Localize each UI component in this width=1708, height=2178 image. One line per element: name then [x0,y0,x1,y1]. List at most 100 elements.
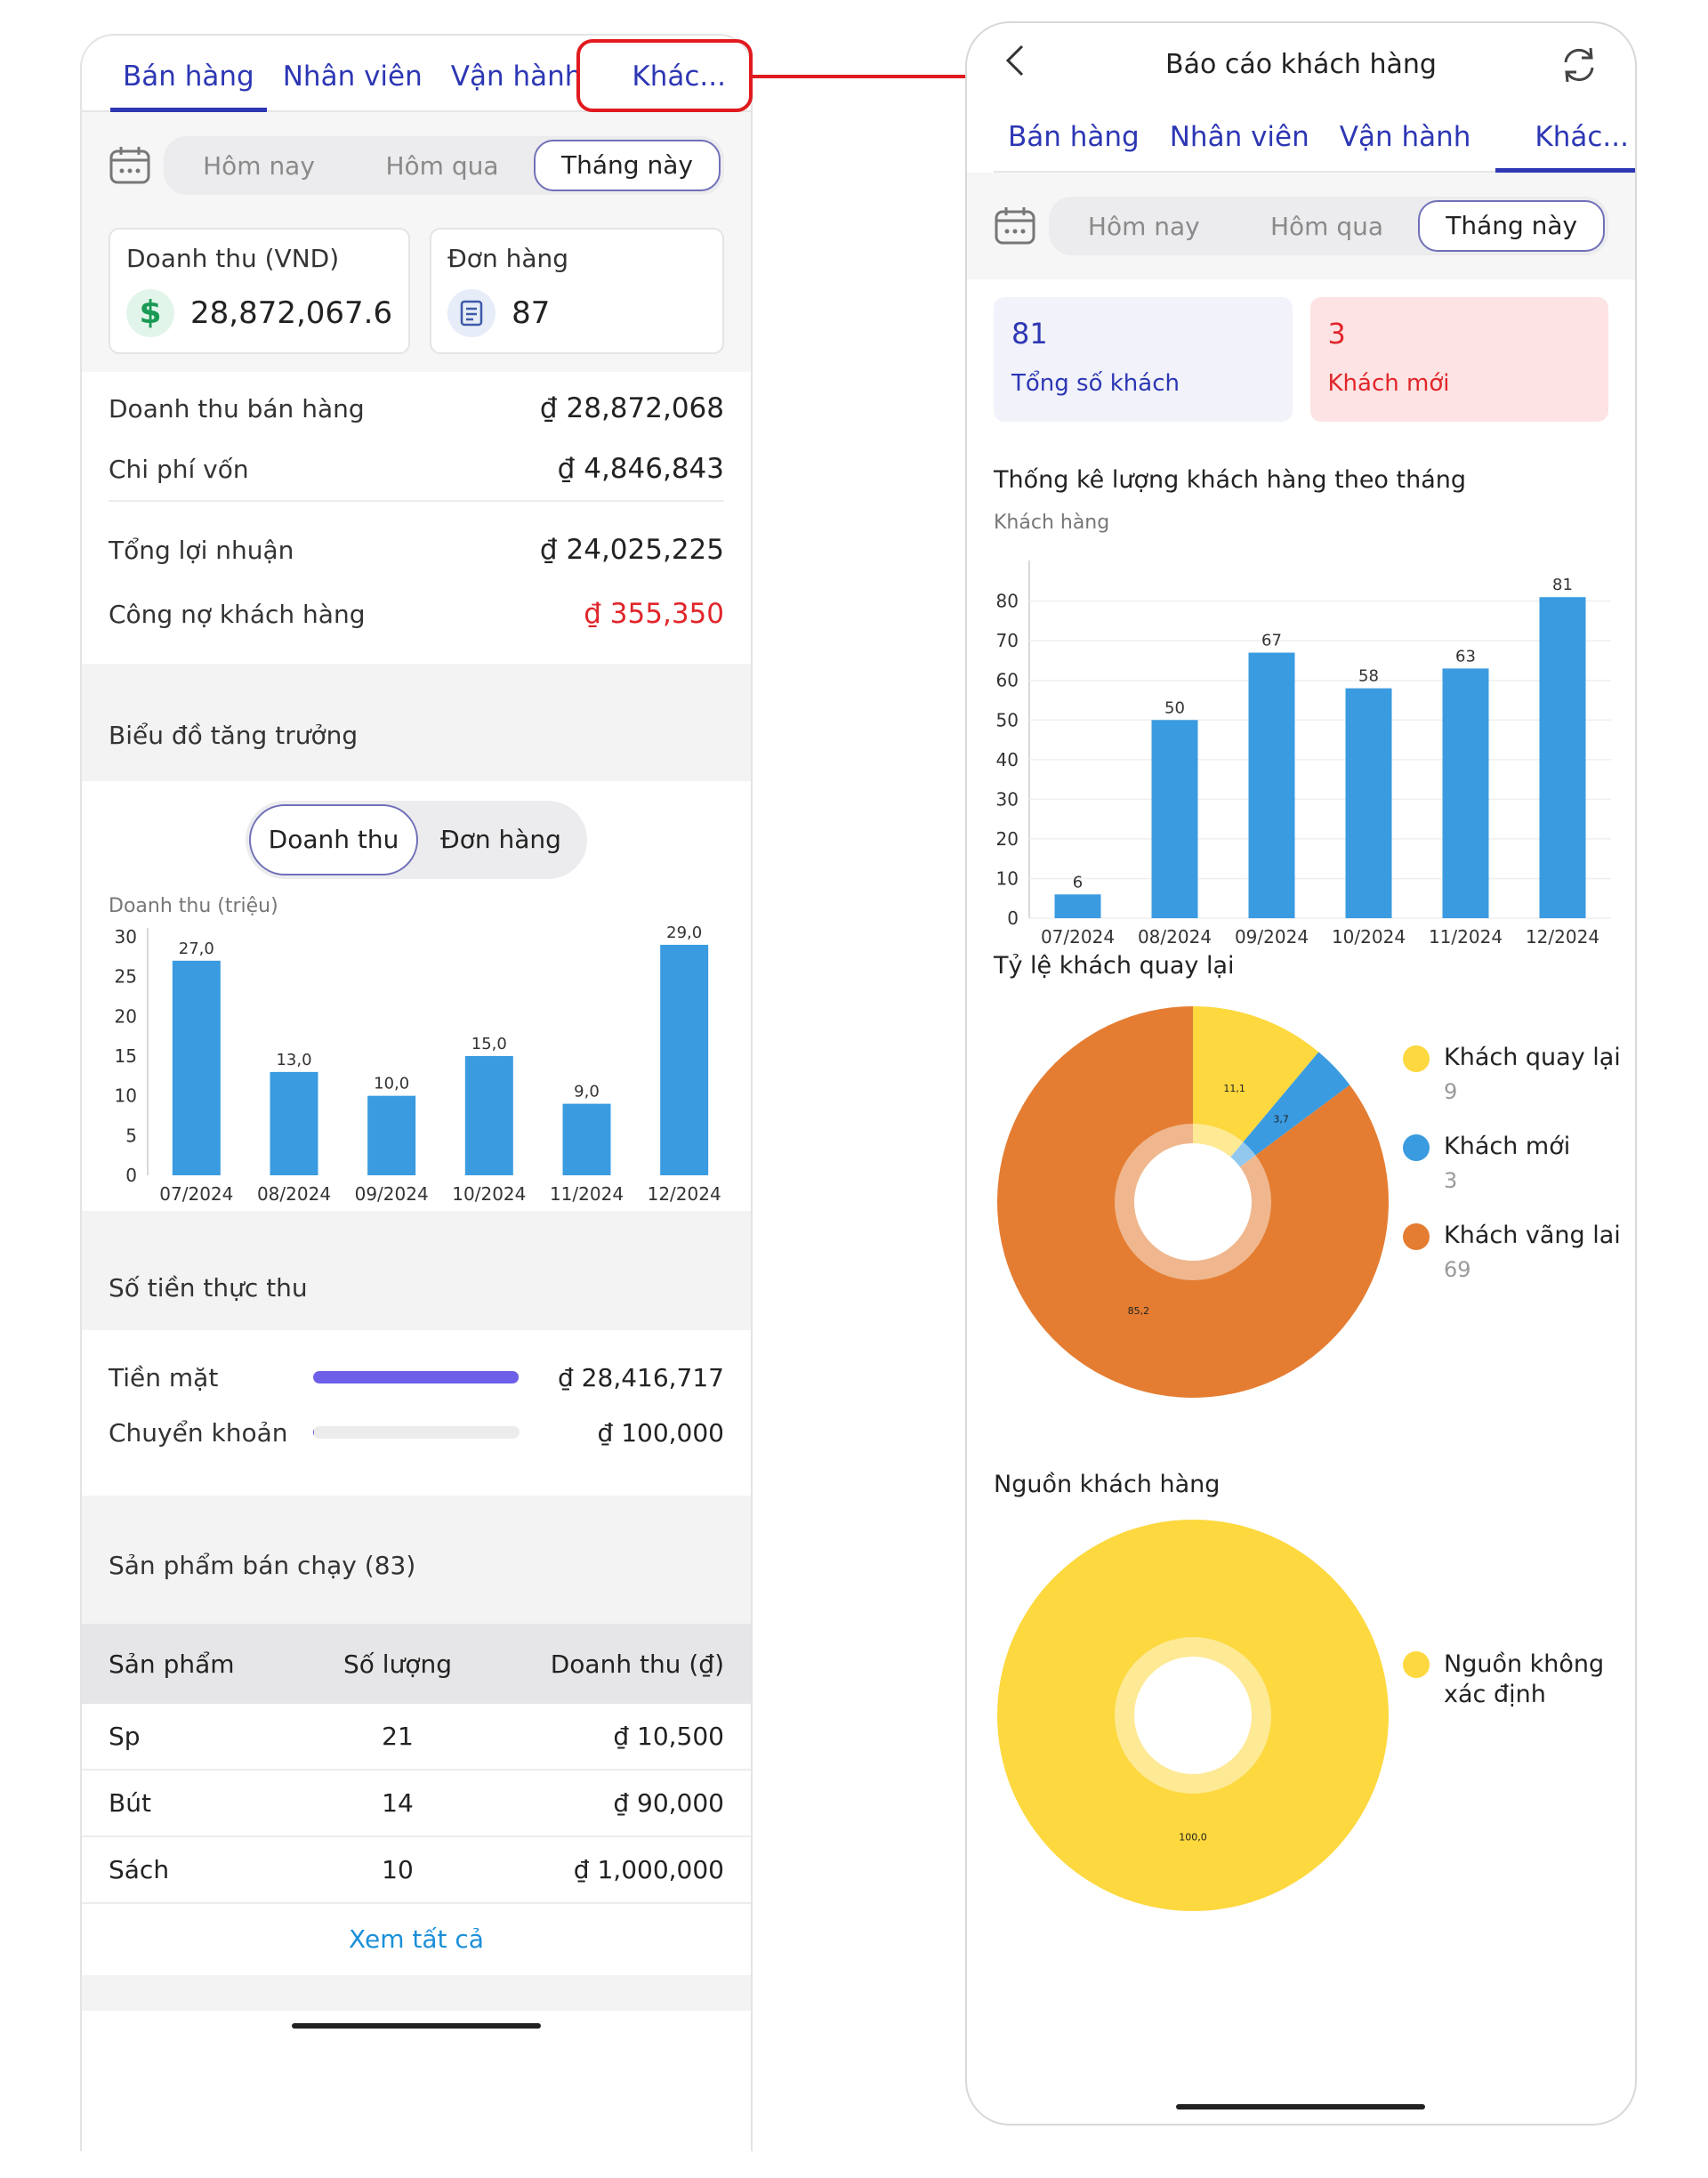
growth-section-header: Biểu đồ tăng trưởng [82,664,751,781]
bar [1151,720,1198,918]
tab-khac[interactable]: Khác... [1495,121,1635,173]
date-option-this-month[interactable]: Tháng này [534,140,721,191]
date-option-today[interactable]: Hôm nay [1087,211,1200,241]
total-customers-label: Tổng số khách [1011,370,1180,397]
y-tick-label: 80 [996,591,1019,612]
cash-row-transfer: Chuyển khoản ₫ 100,000 [109,1405,724,1460]
tab-ban-hang[interactable]: Bán hàng [110,60,267,112]
kpi-cards: Doanh thu (VND) $ 28,872,067.6 Đơn hàng … [82,219,751,372]
revenue-card-label: Doanh thu (VND) [126,244,340,273]
table-header-revenue: Doanh thu (₫) [550,1649,724,1679]
refresh-icon[interactable] [1559,44,1599,85]
y-tick-label: 40 [996,749,1019,770]
date-option-yesterday[interactable]: Hôm qua [385,150,499,181]
tab-khac[interactable]: Khác... [632,60,726,93]
slice-value-label: 85,2 [1128,1305,1150,1317]
cash-progress-fill [313,1371,520,1383]
summary-row-profit: Tổng lợi nhuận ₫ 24,025,225 [109,502,724,587]
bar-value-label: 27,0 [179,940,214,958]
calendar-icon[interactable] [994,206,1036,246]
summary-value: ₫ 4,846,843 [557,453,724,485]
total-customers-card[interactable]: 81 Tổng số khách [994,297,1293,422]
chevron-left-icon[interactable] [999,43,1029,78]
summary-label: Tổng lợi nhuận [109,535,294,565]
x-tick-label: 08/2024 [1138,926,1212,948]
tab-ban-hang[interactable]: Bán hàng [1008,121,1140,153]
table-header-qty: Số lượng [343,1649,452,1679]
slice-value-label: 11,1 [1223,1083,1245,1094]
revenue-card[interactable]: Doanh thu (VND) $ 28,872,067.6 [109,228,411,354]
new-customers-value: 3 [1327,317,1346,351]
calendar-icon[interactable] [109,146,151,185]
y-tick-label: 0 [125,1165,137,1186]
tab-nhan-vien[interactable]: Nhân viên [282,60,423,93]
transfer-progress [313,1426,520,1439]
table-row[interactable]: Sp 21 ₫ 10,500 [82,1704,751,1771]
toggle-revenue[interactable]: Doanh thu [249,804,418,875]
page-title: Báo cáo khách hàng [1165,48,1437,80]
bar-value-label: 63 [1455,647,1476,666]
y-tick-label: 10 [996,867,1019,889]
bar-value-label: 13,0 [276,1051,311,1069]
revenue-bar-chart: 0 5 10 15 20 25 30 27,0 07/2024 13,0 08/2024 10,0 09… [115,924,721,1205]
source-legend: Nguồn không xác định [1403,1650,1607,1710]
return-rate-section: 11,1 3,7 85,2 Khách quay lại 9 Khách mới 3… [967,980,1635,1433]
bar-value-label: 81 [1552,576,1573,594]
cash-progress [313,1371,520,1383]
x-tick-label: 12/2024 [1526,926,1599,948]
y-tick-label: 25 [115,966,137,988]
growth-title: Biểu đồ tăng trưởng [109,721,359,750]
growth-toggle: Doanh thu Đơn hàng [82,801,751,879]
table-cell-product: Sp [109,1722,141,1751]
summary-list: Doanh thu bán hàng ₫ 28,872,068 Chi phí … [82,372,751,641]
sales-report-screen: Bán hàng Nhân viên Vận hành Khác... Hôm … [80,34,753,2151]
bar [1345,688,1392,918]
legend-label: Nguồn không xác định [1444,1650,1605,1708]
dollar-icon: $ [126,289,174,337]
date-range-selector: Hôm nay Hôm qua Tháng này [1049,197,1608,255]
tab-van-hanh[interactable]: Vận hành [450,60,583,93]
best-seller-header: Sản phẩm bán chạy (83) [82,1496,751,1624]
bar [1442,668,1489,918]
summary-value: ₫ 28,872,068 [539,392,724,424]
summary-row-revenue: Doanh thu bán hàng ₫ 28,872,068 [109,372,724,438]
customer-bar-chart: 0 10 20 30 40 50 60 70 80 6 07/2024 50 08/2024 67 09/2… [996,561,1611,948]
date-option-yesterday[interactable]: Hôm qua [1269,211,1384,241]
legend-count: 9 [1444,1079,1458,1104]
bar [660,944,709,1175]
view-all-link[interactable]: Xem tất cả [349,1924,484,1954]
orders-card[interactable]: Đơn hàng 87 [430,228,724,354]
bar-value-label: 58 [1358,667,1379,686]
cash-title: Số tiền thực thu [109,1273,308,1303]
y-tick-label: 20 [996,828,1019,850]
table-row[interactable]: Sách 10 ₫ 1,000,000 [82,1837,751,1904]
slice-value-label: 100,0 [1179,1831,1207,1843]
new-customers-label: Khách mới [1327,370,1450,397]
new-customers-card[interactable]: 3 Khách mới [1309,297,1608,422]
cash-list: Tiền mặt ₫ 28,416,717 Chuyển khoản ₫ 100… [82,1330,751,1496]
summary-label: Chi phí vốn [109,454,249,484]
table-row[interactable]: Bút 14 ₫ 90,000 [82,1771,751,1837]
legend-label: Khách quay lại [1444,1044,1621,1071]
toggle-orders[interactable]: Đơn hàng [440,825,561,854]
customer-kpi-cards: 81 Tổng số khách 3 Khách mới [967,279,1635,422]
date-range-selector: Hôm nay Hôm qua Tháng này [164,136,724,195]
table-cell-revenue: ₫ 10,500 [613,1722,724,1751]
y-tick-label: 60 [996,670,1019,691]
table-cell-qty: 10 [382,1855,414,1884]
bar-value-label: 10,0 [374,1075,409,1093]
tab-van-hanh[interactable]: Vận hành [1339,121,1471,153]
customer-report-screen: Báo cáo khách hàng Bán hàng Nhân viên Vậ… [965,21,1637,2126]
table-header-product: Sản phẩm [109,1649,235,1679]
legend-item-new: Khách mới 3 [1403,1133,1621,1193]
table-cell-revenue: ₫ 90,000 [613,1788,724,1818]
tab-nhan-vien[interactable]: Nhân viên [1169,121,1309,153]
table-cell-qty: 21 [382,1722,414,1751]
date-option-this-month[interactable]: Tháng này [1418,200,1606,252]
y-tick-label: 5 [125,1125,137,1146]
donut-hole [1134,1657,1252,1774]
summary-value-debt: ₫ 355,350 [584,598,724,630]
date-option-today[interactable]: Hôm nay [203,150,315,181]
bar [367,1095,416,1175]
date-filter: Hôm nay Hôm qua Tháng này [967,173,1635,279]
